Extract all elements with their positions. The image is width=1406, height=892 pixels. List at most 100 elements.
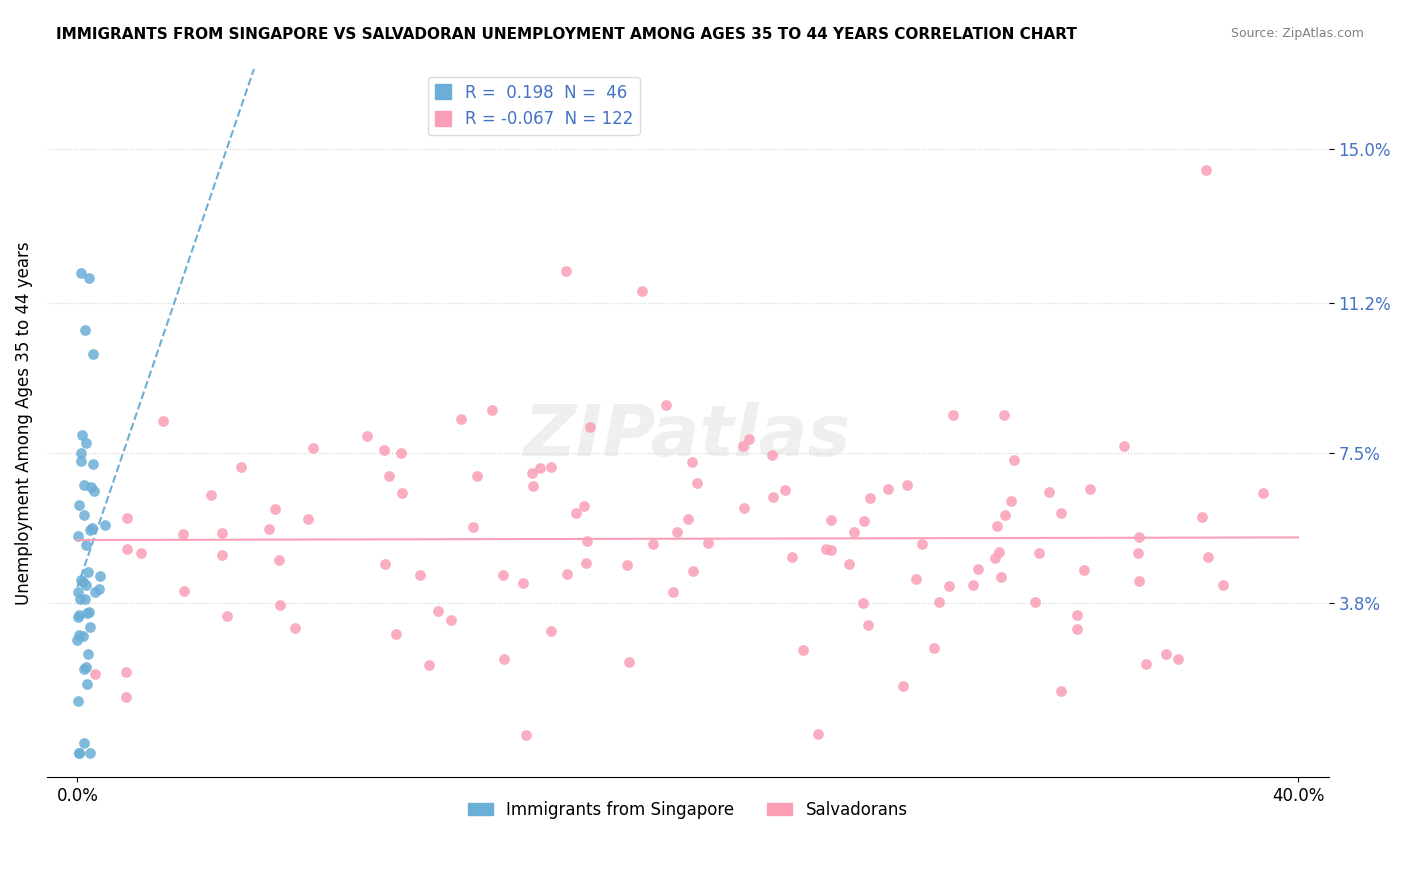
Point [853, 514, 876, 528]
Point [465, 468, 488, 483]
Point [66, 694, 89, 708]
Point [662, 585, 685, 599]
Point [807, 727, 830, 741]
Point [302, 441, 325, 455]
Point [80, 480, 103, 494]
Point [938, 579, 960, 593]
Y-axis label: Unemployment Among Ages 35 to 44 years: Unemployment Among Ages 35 to 44 years [15, 241, 32, 605]
Point [67, 498, 90, 512]
Point [67, 746, 90, 760]
Point [924, 640, 946, 655]
Point [84, 585, 107, 599]
Point [70, 445, 93, 459]
Point [1197, 550, 1219, 565]
Point [83, 483, 105, 498]
Point [269, 598, 291, 612]
Point [572, 499, 595, 513]
Point [284, 622, 307, 636]
Point [696, 535, 718, 549]
Point [1253, 486, 1275, 500]
Point [73, 508, 96, 522]
Point [72, 574, 94, 589]
Point [269, 553, 291, 567]
Point [655, 398, 678, 412]
Point [77, 606, 100, 620]
Point [75, 538, 97, 552]
Point [733, 500, 755, 515]
Point [820, 543, 842, 558]
Point [851, 596, 873, 610]
Point [374, 557, 396, 571]
Point [579, 420, 602, 434]
Point [891, 679, 914, 693]
Point [1066, 622, 1088, 636]
Point [75, 659, 97, 673]
Point [67, 585, 90, 599]
Point [990, 570, 1012, 584]
Point [211, 548, 233, 562]
Point [481, 403, 503, 417]
Point [666, 524, 689, 539]
Point [297, 512, 319, 526]
Point [575, 556, 598, 570]
Point [264, 502, 287, 516]
Point [384, 627, 406, 641]
Point [962, 577, 984, 591]
Point [75, 578, 97, 592]
Point [1156, 647, 1178, 661]
Point [780, 549, 803, 564]
Point [1050, 506, 1073, 520]
Point [391, 485, 413, 500]
Point [1128, 531, 1150, 545]
Point [200, 488, 222, 502]
Point [928, 595, 950, 609]
Point [1167, 652, 1189, 666]
Point [512, 575, 534, 590]
Point [1050, 684, 1073, 698]
Point [904, 572, 927, 586]
Point [994, 508, 1017, 523]
Point [67, 746, 90, 760]
Point [69, 592, 91, 607]
Point [73, 736, 96, 750]
Point [72, 629, 94, 643]
Point [988, 545, 1011, 559]
Point [257, 522, 280, 536]
Point [733, 439, 755, 453]
Point [450, 412, 472, 426]
Point [896, 477, 918, 491]
Point [114, 665, 136, 679]
Point [565, 506, 588, 520]
Point [173, 583, 195, 598]
Point [152, 414, 174, 428]
Point [529, 460, 551, 475]
Point [67, 628, 90, 642]
Point [1066, 607, 1088, 622]
Point [426, 604, 449, 618]
Point [67, 607, 90, 622]
Point [378, 468, 401, 483]
Point [70, 574, 93, 588]
Point [814, 542, 837, 557]
Point [1128, 545, 1150, 559]
Point [440, 613, 463, 627]
Point [229, 460, 252, 475]
Point [820, 513, 842, 527]
Point [554, 264, 576, 278]
Point [77, 565, 100, 579]
Point [115, 690, 138, 704]
Point [82, 347, 104, 361]
Point [1191, 510, 1213, 524]
Point [686, 476, 709, 491]
Text: ZIPatlas: ZIPatlas [524, 402, 852, 471]
Point [76, 647, 98, 661]
Point [540, 459, 562, 474]
Point [82, 521, 104, 535]
Point [82, 457, 104, 471]
Point [73, 323, 96, 337]
Point [115, 511, 138, 525]
Point [75, 435, 97, 450]
Point [540, 624, 562, 639]
Point [373, 442, 395, 457]
Point [66, 633, 89, 648]
